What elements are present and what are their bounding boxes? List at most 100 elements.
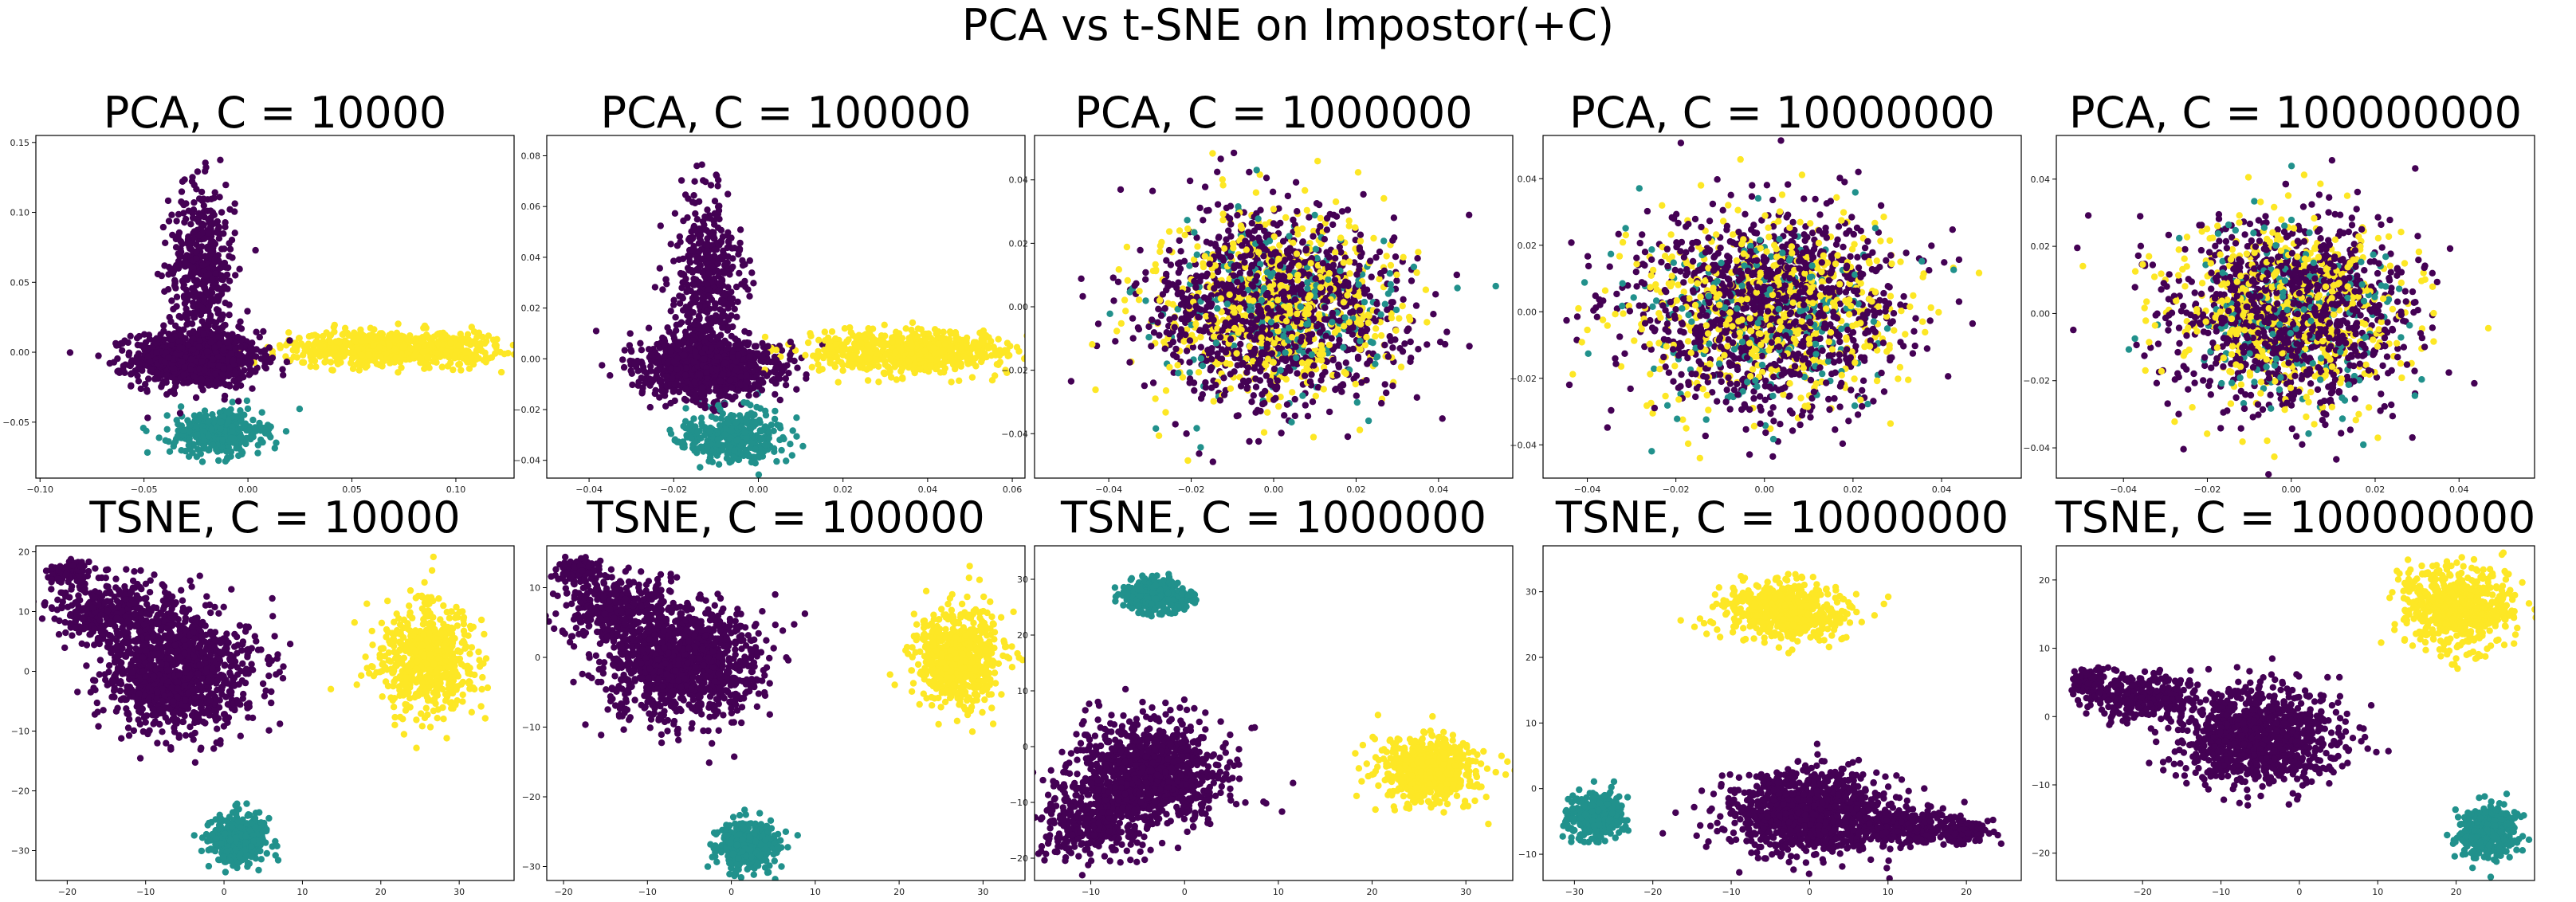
data-point bbox=[163, 349, 170, 356]
data-point bbox=[195, 343, 202, 351]
data-point bbox=[675, 388, 683, 396]
data-point bbox=[363, 337, 371, 344]
data-point bbox=[838, 348, 846, 355]
data-point bbox=[941, 354, 948, 361]
data-point bbox=[231, 200, 238, 207]
data-point bbox=[188, 245, 195, 253]
data-point bbox=[209, 355, 217, 363]
data-point bbox=[693, 295, 701, 302]
data-point bbox=[205, 229, 212, 237]
data-point bbox=[875, 378, 882, 386]
data-point bbox=[653, 359, 660, 367]
data-point bbox=[807, 332, 815, 339]
data-point bbox=[745, 392, 752, 399]
data-point bbox=[671, 436, 679, 443]
data-point bbox=[213, 306, 221, 313]
data-point bbox=[225, 418, 232, 425]
data-point bbox=[327, 359, 335, 366]
data-point bbox=[881, 321, 888, 328]
data-point bbox=[162, 239, 169, 246]
data-point bbox=[690, 415, 697, 422]
data-point bbox=[628, 370, 635, 377]
data-point bbox=[621, 347, 628, 354]
data-point bbox=[220, 230, 227, 237]
data-point bbox=[179, 371, 187, 378]
data-point bbox=[200, 442, 207, 449]
data-point bbox=[185, 233, 192, 241]
data-point bbox=[755, 471, 763, 478]
data-point bbox=[218, 209, 226, 216]
data-point bbox=[193, 186, 200, 193]
data-point bbox=[208, 195, 215, 202]
data-point bbox=[411, 351, 419, 359]
data-point bbox=[844, 362, 852, 369]
data-point bbox=[128, 382, 135, 390]
data-point bbox=[697, 289, 704, 296]
data-point bbox=[395, 320, 402, 327]
data-point bbox=[128, 357, 135, 365]
data-point bbox=[865, 347, 873, 355]
data-point bbox=[214, 353, 222, 360]
data-point bbox=[241, 411, 248, 418]
data-point bbox=[219, 347, 227, 354]
data-point bbox=[229, 428, 236, 435]
data-point bbox=[540, 346, 546, 352]
data-point bbox=[215, 457, 222, 465]
data-point bbox=[497, 348, 504, 356]
data-point bbox=[895, 330, 903, 337]
data-point bbox=[689, 198, 697, 206]
data-point bbox=[451, 355, 458, 362]
data-point bbox=[753, 453, 760, 461]
data-point bbox=[681, 444, 688, 451]
data-point bbox=[692, 423, 699, 430]
data-point bbox=[211, 189, 218, 196]
data-point bbox=[702, 241, 710, 249]
data-point bbox=[124, 339, 132, 347]
data-point bbox=[175, 312, 183, 320]
data-point bbox=[209, 411, 216, 418]
data-point bbox=[145, 375, 152, 382]
data-point bbox=[190, 228, 198, 235]
data-point bbox=[427, 341, 435, 348]
data-point bbox=[659, 286, 666, 293]
data-point bbox=[627, 347, 634, 354]
data-point bbox=[1046, 337, 1052, 343]
data-point bbox=[207, 207, 214, 214]
data-point bbox=[950, 357, 958, 364]
data-point bbox=[534, 339, 540, 346]
data-point bbox=[682, 405, 689, 412]
data-point bbox=[241, 367, 248, 374]
data-point bbox=[511, 351, 514, 358]
data-point bbox=[808, 363, 815, 371]
data-point bbox=[379, 363, 386, 370]
data-point bbox=[190, 302, 197, 310]
data-point bbox=[909, 319, 917, 327]
data-point bbox=[881, 370, 889, 378]
data-point bbox=[379, 335, 387, 343]
data-point bbox=[175, 421, 182, 428]
data-point bbox=[793, 433, 800, 440]
data-point bbox=[485, 332, 493, 339]
data-point bbox=[207, 360, 214, 368]
data-point bbox=[750, 280, 757, 287]
data-point bbox=[366, 351, 373, 359]
data-point bbox=[715, 461, 723, 468]
data-point bbox=[492, 350, 499, 357]
data-point bbox=[189, 174, 196, 181]
data-point bbox=[968, 374, 976, 381]
data-point bbox=[125, 349, 133, 356]
data-point bbox=[947, 347, 954, 354]
data-point bbox=[972, 363, 980, 370]
data-point bbox=[404, 335, 411, 343]
data-point bbox=[307, 351, 314, 358]
data-point bbox=[724, 244, 731, 252]
data-point bbox=[198, 458, 206, 465]
data-point bbox=[917, 366, 924, 373]
data-point bbox=[509, 341, 514, 349]
data-point bbox=[311, 331, 319, 339]
data-point bbox=[201, 284, 208, 292]
data-point bbox=[143, 449, 151, 457]
data-point bbox=[752, 445, 760, 453]
data-point bbox=[793, 386, 800, 393]
data-point bbox=[214, 333, 221, 340]
